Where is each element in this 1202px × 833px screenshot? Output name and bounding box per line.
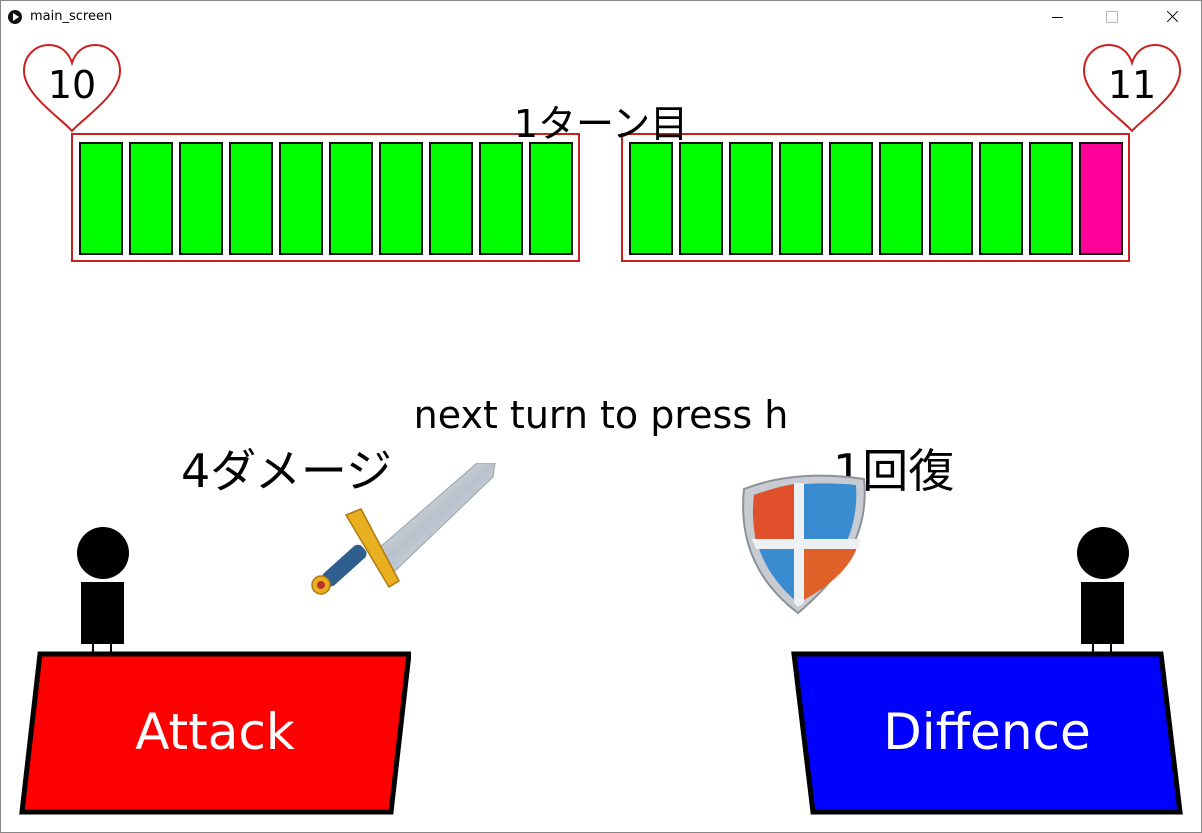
player1-hp-segment — [429, 142, 473, 255]
player2-hp-segment — [779, 142, 823, 255]
shield-icon — [742, 474, 866, 615]
player1-hp-segment — [129, 142, 173, 255]
defence-button-label: Diffence — [883, 703, 1091, 761]
turn-counter: 1ターン目 — [513, 102, 689, 146]
player2-hp-value: 11 — [1107, 63, 1157, 107]
player2-hp-segment — [1029, 142, 1073, 255]
player2-hp-bar — [621, 133, 1130, 262]
attack-button[interactable]: Attack — [19, 651, 411, 817]
sword-icon — [311, 463, 496, 595]
player1-hp-heart: 10 — [22, 43, 122, 135]
player1-avatar — [77, 527, 129, 653]
player2-hp-segment — [879, 142, 923, 255]
player1-hp-segment — [79, 142, 123, 255]
defence-button-shape — [791, 651, 1183, 815]
maximize-button[interactable] — [1088, 1, 1134, 33]
player1-hp-segment — [229, 142, 273, 255]
damage-result: 4ダメージ — [181, 444, 392, 498]
window-title: main_screen — [30, 9, 113, 24]
player1-hp-segment — [479, 142, 523, 255]
player1-hp-bar — [71, 133, 580, 262]
player1-hp-segment — [279, 142, 323, 255]
player2-hp-heart: 11 — [1082, 43, 1182, 135]
heart-icon — [1082, 43, 1182, 133]
attack-button-label: Attack — [135, 703, 295, 761]
title-bar[interactable]: main_screen — [1, 1, 1201, 33]
close-button[interactable] — [1148, 1, 1194, 33]
player1-hp-segment — [179, 142, 223, 255]
next-turn-prompt: next turn to press h — [413, 393, 789, 437]
player2-hp-segment — [979, 142, 1023, 255]
player2-hp-segment — [629, 142, 673, 255]
defence-button[interactable]: Diffence — [791, 651, 1183, 817]
player1-hp-segment — [329, 142, 373, 255]
player2-hp-segment — [929, 142, 973, 255]
player2-hp-segment — [729, 142, 773, 255]
attack-button-shape — [19, 651, 411, 815]
player1-hp-value: 10 — [47, 63, 97, 107]
minimize-button[interactable] — [1035, 1, 1081, 33]
heart-icon — [22, 43, 122, 133]
player2-hp-segment — [829, 142, 873, 255]
player2-hp-segment — [679, 142, 723, 255]
player1-hp-segment — [379, 142, 423, 255]
game-canvas: 10 11 1ターン目 next turn to press h 4ダメージ 1… — [1, 33, 1201, 832]
app-icon — [8, 10, 22, 24]
player2-hp-segment — [1079, 142, 1123, 255]
player1-hp-segment — [529, 142, 573, 255]
player2-avatar — [1077, 527, 1129, 653]
